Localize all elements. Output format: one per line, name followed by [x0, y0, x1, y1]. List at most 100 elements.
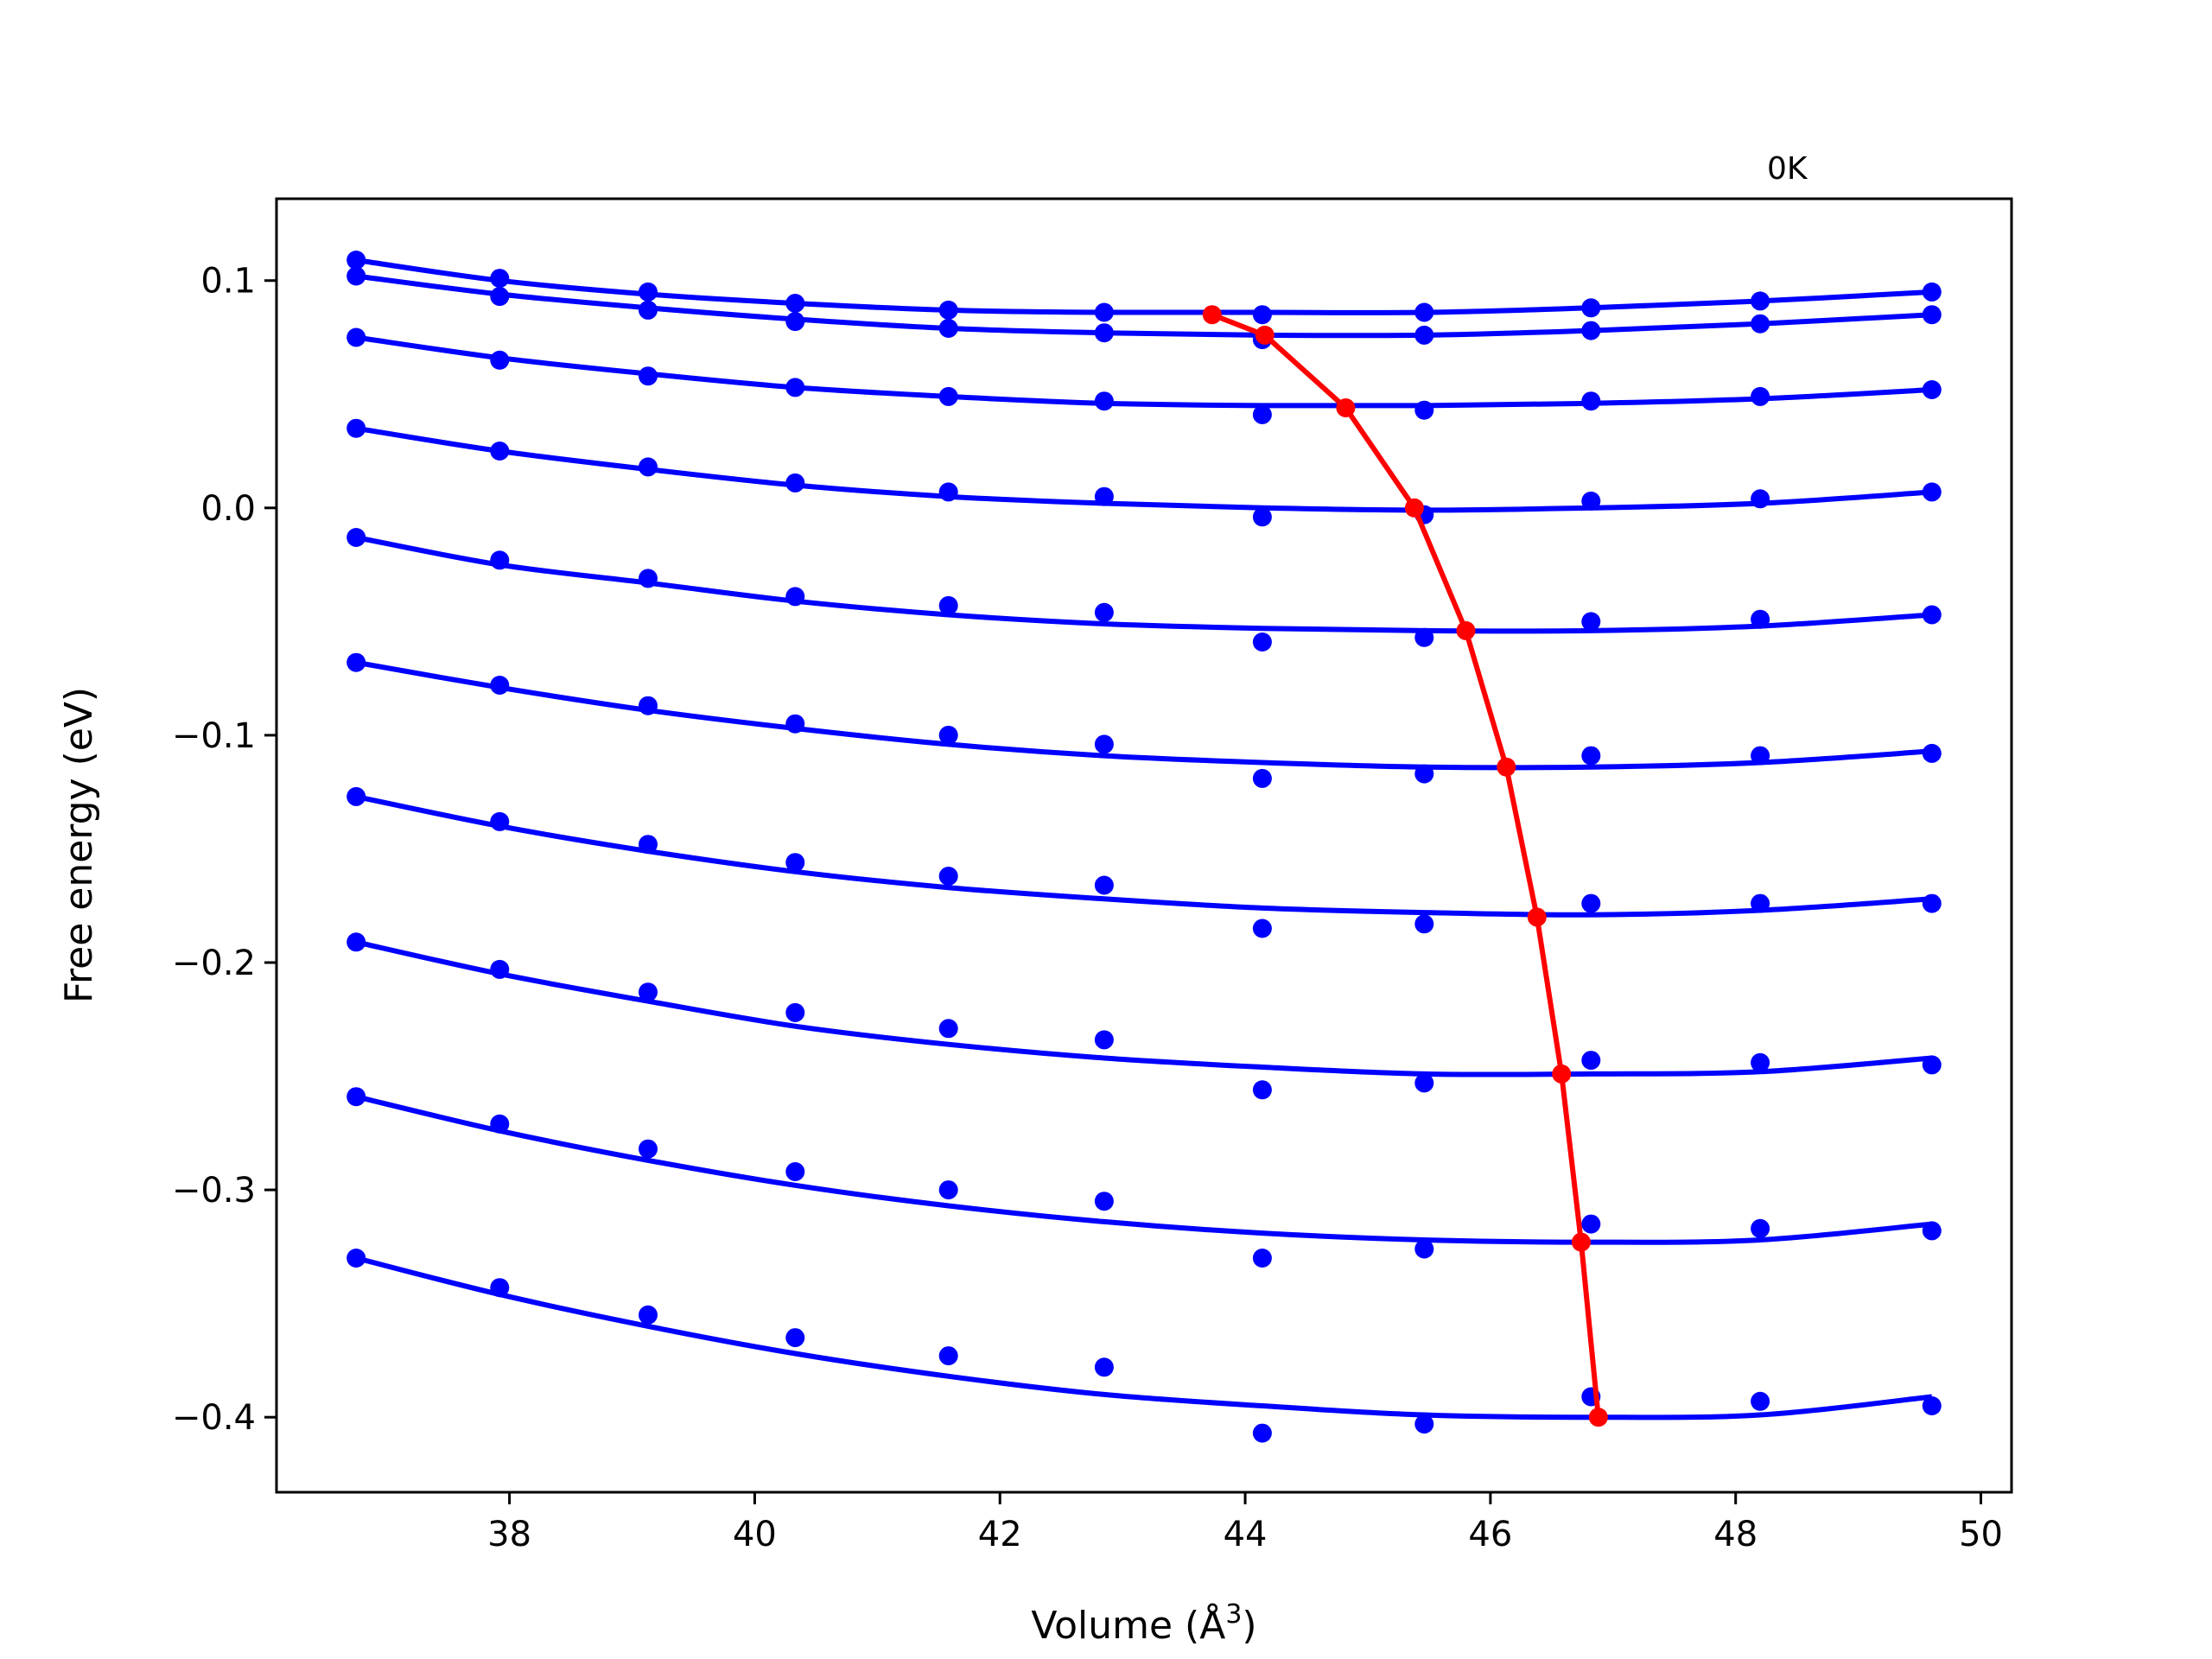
data-point	[1252, 305, 1272, 325]
data-point	[1922, 1221, 1942, 1241]
data-point	[490, 287, 510, 307]
x-axis-label: Volume (Å3)	[1031, 1599, 1256, 1648]
data-point	[1751, 1052, 1770, 1072]
data-point	[1751, 386, 1770, 406]
data-point	[639, 1139, 658, 1159]
data-point	[1751, 609, 1770, 629]
data-point	[1094, 602, 1114, 622]
data-point	[1581, 298, 1601, 318]
data-point	[1581, 1051, 1601, 1071]
minimum-point	[1336, 398, 1356, 417]
data-point	[490, 550, 510, 570]
data-point	[1094, 1030, 1114, 1050]
data-point	[346, 1249, 366, 1268]
data-point	[490, 442, 510, 461]
data-point	[1252, 768, 1272, 788]
data-point	[1581, 321, 1601, 340]
data-point	[1922, 1055, 1942, 1075]
fit-curve-10	[355, 1255, 1933, 1421]
x-tick-label: 50	[1959, 1515, 2003, 1554]
data-point	[639, 457, 658, 477]
data-point	[785, 587, 805, 607]
data-point	[1751, 314, 1770, 334]
data-point	[785, 1162, 805, 1181]
minimum-point	[1527, 907, 1547, 927]
data-point	[1751, 1391, 1770, 1411]
data-point	[346, 652, 366, 672]
data-point	[639, 696, 658, 715]
x-axis-label-text: Volume (Å	[1031, 1602, 1225, 1648]
data-point	[1581, 491, 1601, 511]
fit-curve-6	[355, 659, 1932, 771]
minimum-point	[1588, 1408, 1608, 1427]
data-point	[639, 569, 658, 588]
data-point	[1252, 1080, 1272, 1100]
data-point	[346, 266, 366, 286]
data-point	[490, 1278, 510, 1298]
data-point	[1922, 1396, 1942, 1415]
minimum-point	[1456, 620, 1476, 640]
data-point	[490, 676, 510, 695]
data-point	[1414, 1073, 1434, 1093]
data-point	[1581, 391, 1601, 411]
data-point	[1581, 746, 1601, 766]
minimum-point	[1202, 305, 1222, 325]
x-axis-label-close: )	[1242, 1604, 1256, 1648]
data-point	[490, 350, 510, 370]
data-point	[785, 473, 805, 493]
data-point	[1252, 918, 1272, 938]
data-point	[785, 853, 805, 873]
fit-curves	[355, 257, 1933, 1421]
data-point	[1414, 627, 1434, 647]
data-point	[1094, 1357, 1114, 1377]
data-point	[1414, 302, 1434, 322]
data-point	[1252, 632, 1272, 652]
data-point	[938, 1019, 958, 1039]
minima-path	[1202, 305, 1608, 1427]
data-point	[1581, 893, 1601, 913]
data-point	[1922, 380, 1942, 399]
data-point	[346, 251, 366, 270]
data-point	[1922, 482, 1942, 502]
data-point	[1581, 1214, 1601, 1234]
data-point	[1094, 486, 1114, 506]
y-tick-label: −0.1	[172, 716, 256, 756]
data-point	[1751, 893, 1770, 913]
data-point	[1922, 282, 1942, 302]
data-point	[1414, 914, 1434, 934]
data-point	[1751, 291, 1770, 311]
data-point	[1414, 1239, 1434, 1259]
fit-curve-9	[355, 1094, 1933, 1245]
data-point	[490, 811, 510, 831]
data-point	[938, 319, 958, 338]
data-point	[639, 300, 658, 320]
data-point	[639, 282, 658, 302]
data-point	[1094, 391, 1114, 411]
y-tick-label: −0.4	[172, 1398, 256, 1438]
x-tick-label: 38	[487, 1515, 531, 1554]
data-point	[1922, 305, 1942, 325]
data-point	[346, 786, 366, 806]
corner-label: 0K	[1767, 151, 1808, 187]
data-point	[346, 528, 366, 547]
fit-curve-7	[355, 793, 1932, 918]
y-tick-label: −0.2	[172, 944, 256, 983]
data-point	[639, 835, 658, 855]
data-point	[1414, 1414, 1434, 1434]
data-point	[938, 725, 958, 745]
data-point	[785, 312, 805, 332]
data-point	[785, 714, 805, 734]
data-point	[1252, 404, 1272, 424]
minimum-point	[1571, 1232, 1591, 1252]
data-point	[1094, 302, 1114, 322]
data-point	[1751, 1218, 1770, 1238]
data-point	[1094, 323, 1114, 343]
x-tick-label: 40	[733, 1515, 777, 1554]
plot-frame	[275, 197, 2013, 1494]
minimum-point	[1255, 325, 1274, 345]
data-point	[1094, 734, 1114, 754]
data-point	[938, 386, 958, 406]
data-points	[346, 251, 1942, 1443]
x-tick-label: 48	[1713, 1515, 1758, 1554]
